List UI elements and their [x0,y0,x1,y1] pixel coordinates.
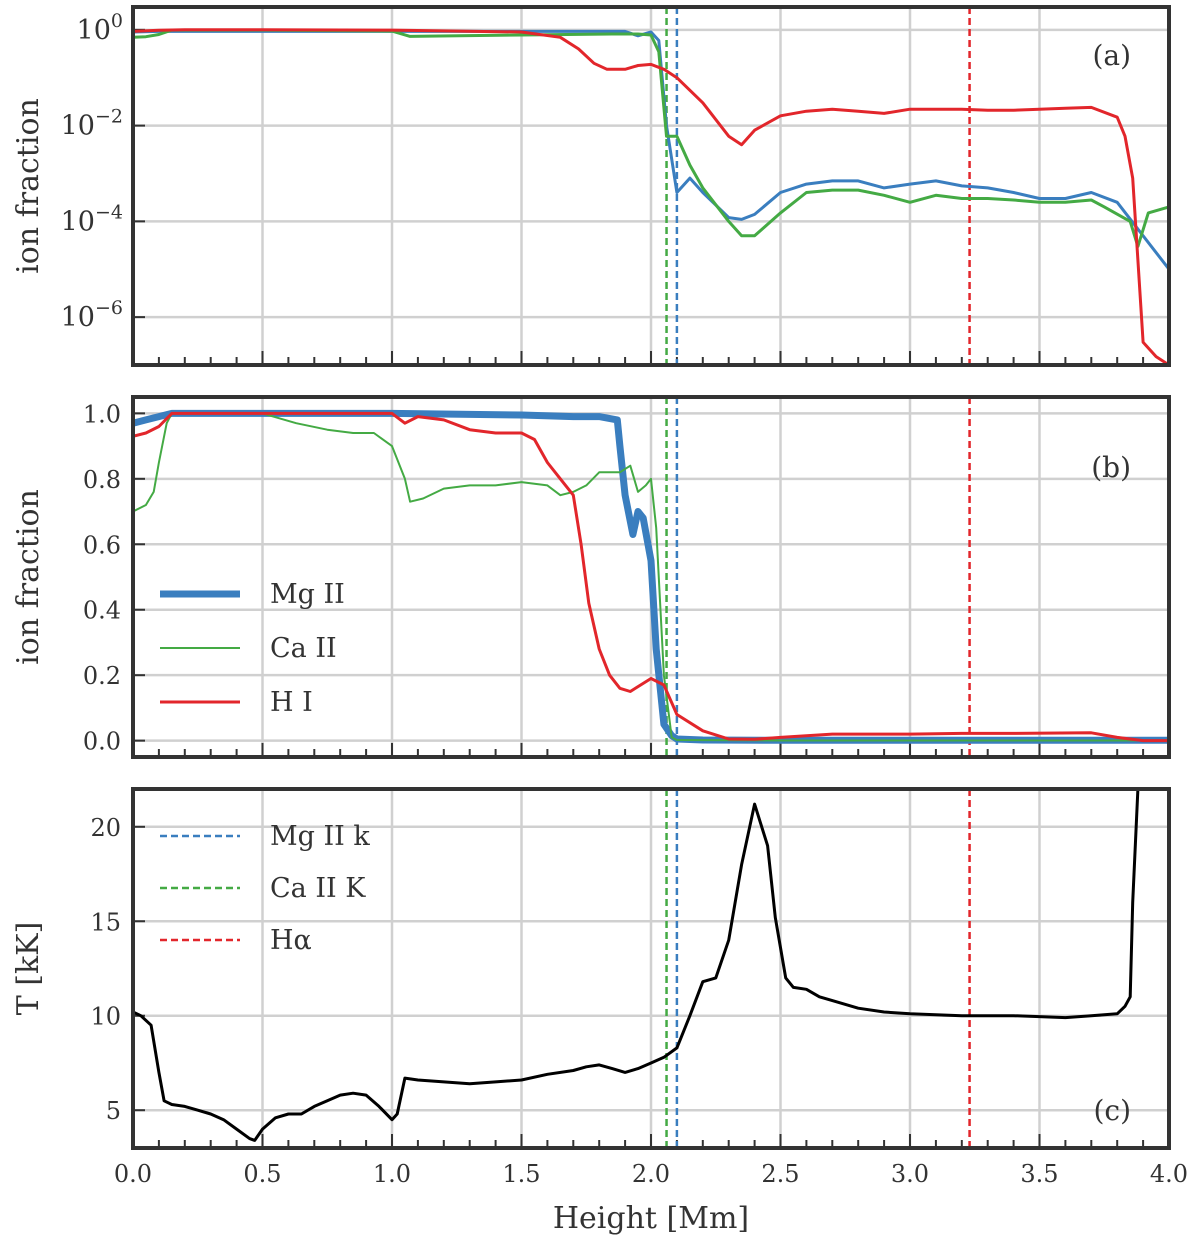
series [133,409,1169,744]
panel-a: 100 10−2 10−4 10−6 ion fraction (a) [11,5,1171,367]
y-axis-title: T [kK] [11,922,46,1016]
y-tick-label: 0.4 [83,597,121,625]
panel-c: 5 10 15 20 0.0 0.5 1.0 1.5 2.0 2.5 3.0 3.5 4.0 T [kK]… [11,787,1188,1188]
series-line-ca-ii [133,28,1169,248]
series [133,28,1169,365]
legend-label: H I [270,687,313,718]
legend-label: Ca II K [270,873,366,904]
axes-frame [131,5,1171,367]
reference-lines [665,789,971,1148]
x-tick-label: 3.0 [891,1160,929,1188]
x-tick-label: 2.0 [632,1160,670,1188]
y-tick-label: 15 [90,908,121,936]
y-axis-title: ion fraction [11,489,46,665]
series-line-temperature [133,789,1140,1142]
y-tick-label: 10−6 [61,297,123,333]
y-tick-label: 0.2 [83,662,121,690]
x-tick-label: 4.0 [1150,1160,1188,1188]
legend-label: Hα [270,925,312,956]
series-line-h-i [133,28,1169,365]
y-tick-label: 1.0 [83,400,121,428]
x-tick-label: 0.0 [114,1160,152,1188]
reference-lines [665,7,971,365]
y-tick-label: 5 [106,1097,121,1125]
legend-label: Ca II [270,633,337,664]
y-tick-label: 100 [77,10,123,46]
panel-b: 0.0 0.2 0.4 0.6 0.8 1.0 ion fraction (b) Mg II Ca… [11,395,1171,759]
panel-tag: (a) [1092,39,1131,72]
y-tick-labels: 5 10 15 20 [90,814,121,1125]
legend: Mg II Ca II H I [160,579,345,718]
y-tick-label: 20 [90,814,121,842]
y-tick-label: 10 [90,1003,121,1031]
panel-tag: (c) [1093,1094,1131,1127]
y-tick-label: 10−2 [61,106,123,142]
series-line-h-i [133,411,1169,743]
y-tick-label: 0.8 [83,466,121,494]
y-tick-label: 0.0 [83,728,121,756]
y-tick-labels: 0.0 0.2 0.4 0.6 0.8 1.0 [83,400,121,755]
series-line-mg-ii [133,29,1169,271]
axes-frame [131,787,1171,1150]
x-tick-label: 0.5 [243,1160,281,1188]
y-tick-labels: 100 10−2 10−4 10−6 [61,10,123,333]
axes-frame [131,395,1171,759]
panel-tag: (b) [1091,451,1131,484]
x-axis-title: Height [Mm] [553,1201,749,1236]
y-tick-label: 0.6 [83,531,121,559]
x-tick-label: 3.5 [1020,1160,1058,1188]
x-tick-label: 1.5 [502,1160,540,1188]
y-axis-title: ion fraction [11,98,46,274]
grid [131,7,1171,365]
legend: Mg II k Ca II K Hα [160,821,370,956]
x-tick-labels: 0.0 0.5 1.0 1.5 2.0 2.5 3.0 3.5 4.0 [114,1160,1188,1188]
legend-label: Mg II k [270,821,370,852]
legend-label: Mg II [270,579,345,610]
x-tick-label: 2.5 [761,1160,799,1188]
reference-lines [665,397,971,757]
y-tick-label: 10−4 [61,201,123,237]
series [133,789,1140,1142]
x-tick-label: 1.0 [373,1160,411,1188]
